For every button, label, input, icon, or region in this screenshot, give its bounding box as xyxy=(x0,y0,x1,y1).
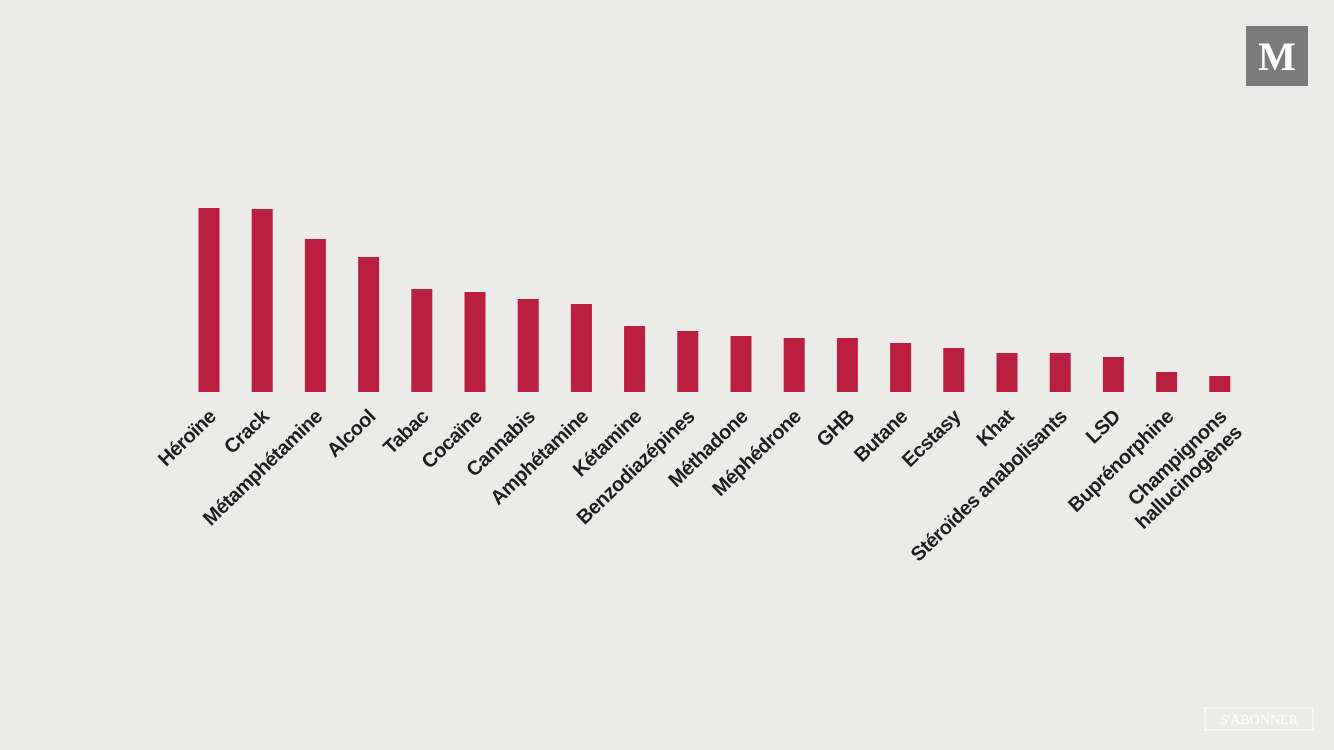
logo[interactable]: M xyxy=(1258,34,1296,79)
bar xyxy=(251,209,273,392)
subscribe-box[interactable] xyxy=(1204,707,1314,731)
bar xyxy=(730,336,752,392)
bar xyxy=(890,343,912,392)
bar xyxy=(198,208,220,392)
bar xyxy=(836,338,858,392)
bar xyxy=(677,331,699,392)
bar xyxy=(304,239,326,392)
subscribe-button[interactable]: S'ABONNER xyxy=(1220,713,1299,728)
bar xyxy=(1156,372,1178,392)
bar xyxy=(1049,353,1071,392)
bar xyxy=(411,289,433,392)
logo-box[interactable] xyxy=(1246,26,1308,86)
bar xyxy=(464,292,486,392)
bar xyxy=(943,348,965,392)
bar xyxy=(1102,357,1124,392)
bar xyxy=(624,326,646,392)
bar xyxy=(996,353,1018,392)
bar xyxy=(358,257,380,392)
bar xyxy=(570,304,592,392)
bar xyxy=(517,299,539,392)
bar xyxy=(1209,376,1231,392)
bar xyxy=(783,338,805,392)
